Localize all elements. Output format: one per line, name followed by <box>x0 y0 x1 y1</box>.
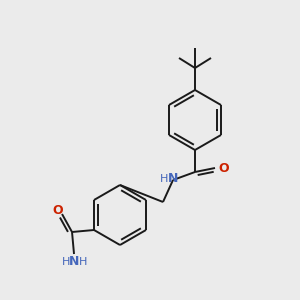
Text: O: O <box>53 205 63 218</box>
Text: H: H <box>62 257 70 267</box>
Text: O: O <box>218 161 229 175</box>
Text: H: H <box>160 174 168 184</box>
Text: N: N <box>168 172 178 185</box>
Text: H: H <box>79 257 87 267</box>
Text: N: N <box>69 255 79 268</box>
